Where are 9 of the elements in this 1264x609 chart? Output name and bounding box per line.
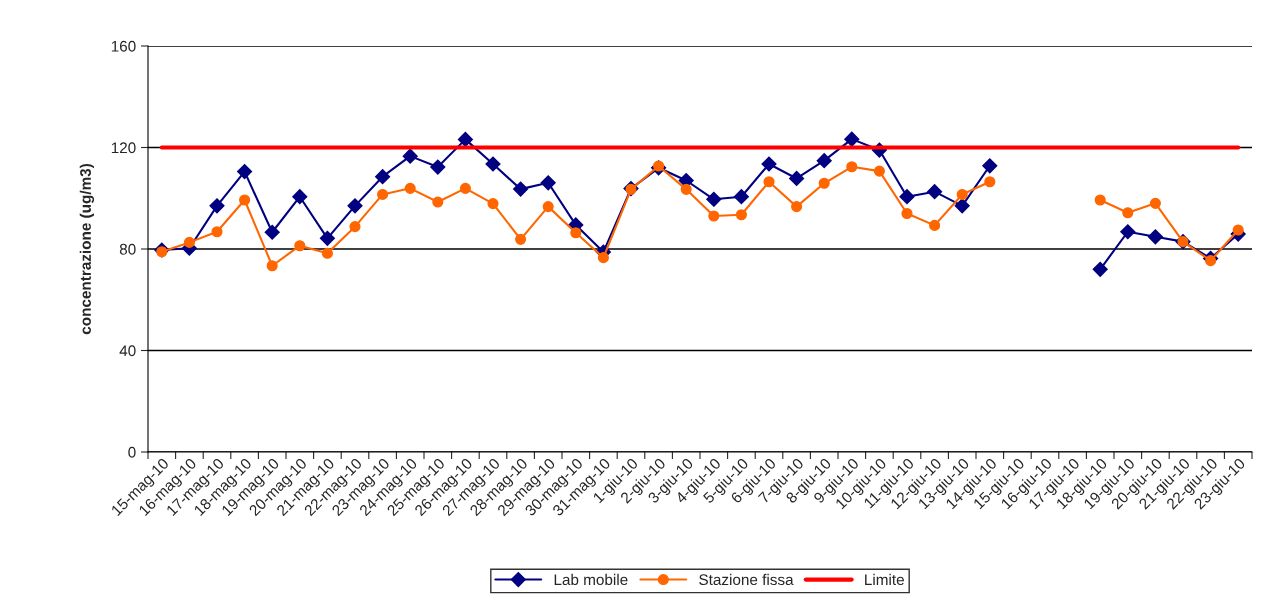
legend-label: Stazione fissa bbox=[699, 573, 794, 586]
y-tick-label: 120 bbox=[111, 142, 136, 154]
legend-label: Lab mobile bbox=[554, 573, 628, 586]
y-tick-label: 80 bbox=[119, 243, 136, 255]
legend-label: Limite bbox=[865, 573, 904, 586]
y-tick-label: 160 bbox=[111, 40, 136, 52]
y-tick-label: 0 bbox=[128, 446, 136, 458]
y-axis-title: concentrazione (ug/m3) bbox=[79, 164, 95, 335]
y-tick-label: 40 bbox=[119, 345, 136, 357]
